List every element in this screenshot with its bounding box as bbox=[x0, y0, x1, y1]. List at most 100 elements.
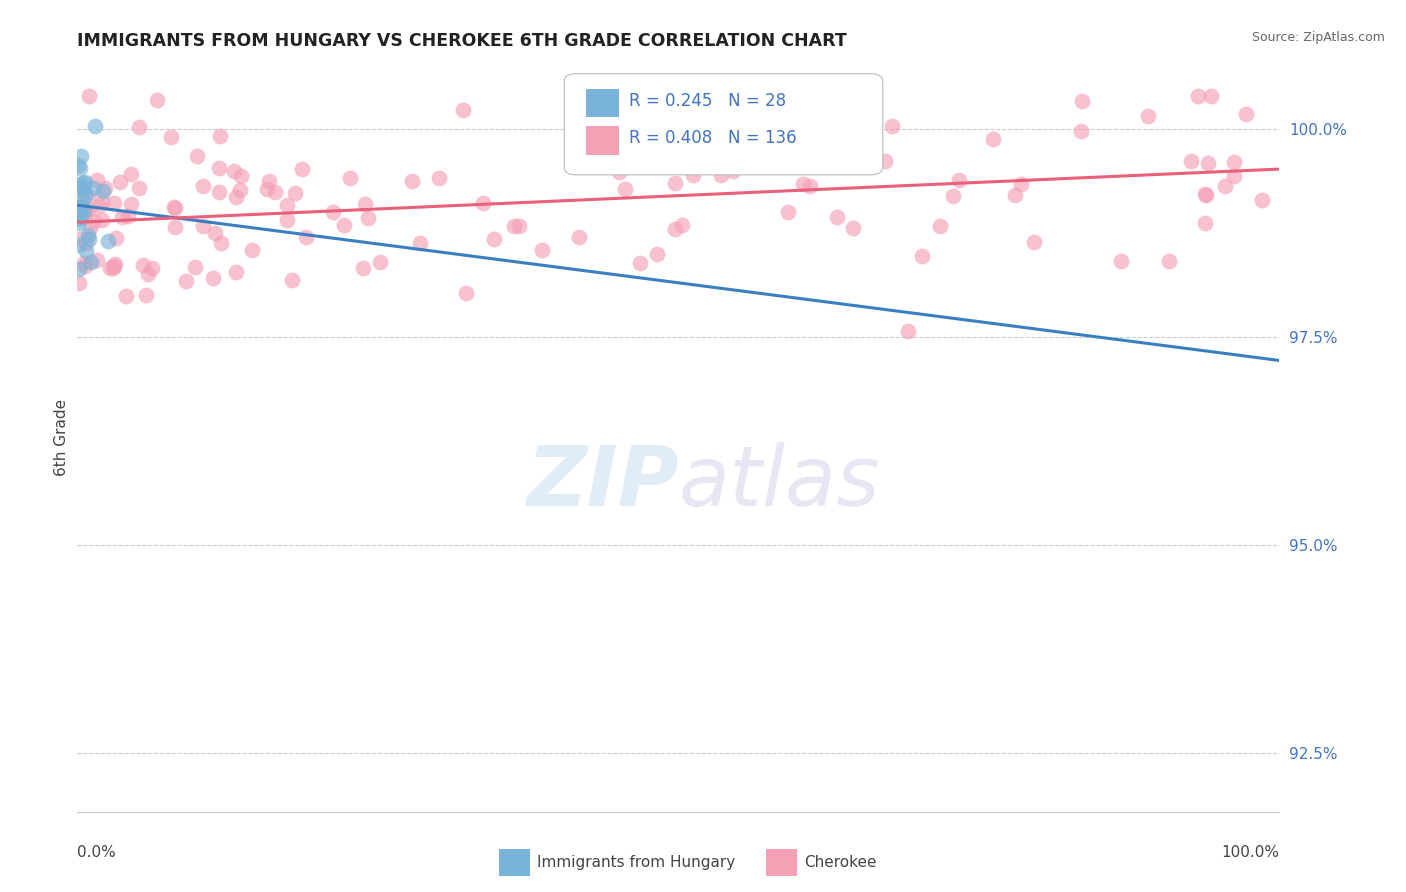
Text: 100.0%: 100.0% bbox=[1222, 846, 1279, 861]
Point bbox=[568, 229, 591, 244]
Point bbox=[276, 197, 298, 211]
Point bbox=[681, 153, 703, 168]
Point bbox=[73, 182, 96, 196]
Point bbox=[257, 174, 280, 188]
Text: 0.0%: 0.0% bbox=[77, 846, 117, 861]
Point bbox=[357, 211, 380, 225]
Point bbox=[75, 235, 97, 250]
Point bbox=[67, 181, 90, 195]
Text: R = 0.245   N = 28: R = 0.245 N = 28 bbox=[628, 92, 786, 110]
Point bbox=[132, 258, 155, 272]
Point bbox=[284, 186, 307, 201]
Point bbox=[128, 180, 150, 194]
Point bbox=[1070, 124, 1092, 138]
Point bbox=[82, 181, 104, 195]
Point bbox=[1195, 188, 1218, 202]
Point bbox=[875, 154, 897, 169]
Point bbox=[322, 205, 344, 219]
Point bbox=[91, 212, 114, 227]
Point bbox=[281, 273, 304, 287]
Point bbox=[72, 176, 94, 190]
Point bbox=[77, 88, 100, 103]
Point bbox=[1004, 187, 1026, 202]
Point bbox=[138, 267, 160, 281]
Point bbox=[1024, 235, 1046, 249]
Point bbox=[880, 119, 903, 133]
Point bbox=[73, 203, 96, 218]
Point bbox=[208, 186, 231, 200]
Point bbox=[842, 221, 865, 235]
Point bbox=[184, 260, 207, 274]
Point bbox=[69, 200, 91, 214]
Point bbox=[77, 188, 100, 202]
Point bbox=[87, 199, 110, 213]
Point bbox=[70, 209, 93, 223]
FancyBboxPatch shape bbox=[564, 74, 883, 175]
Point bbox=[401, 174, 423, 188]
Point bbox=[240, 243, 263, 257]
Text: IMMIGRANTS FROM HUNGARY VS CHEROKEE 6TH GRADE CORRELATION CHART: IMMIGRANTS FROM HUNGARY VS CHEROKEE 6TH … bbox=[77, 32, 846, 50]
Point bbox=[827, 210, 849, 224]
Point bbox=[654, 150, 676, 164]
Point bbox=[67, 262, 90, 277]
Point bbox=[793, 107, 815, 121]
Point bbox=[1223, 155, 1246, 169]
Point bbox=[508, 219, 530, 234]
Point bbox=[70, 149, 93, 163]
Point bbox=[209, 236, 232, 251]
Point bbox=[1194, 216, 1216, 230]
Point bbox=[104, 231, 127, 245]
Point bbox=[929, 219, 952, 233]
Point bbox=[145, 93, 167, 107]
Point bbox=[79, 220, 101, 235]
Point bbox=[115, 289, 138, 303]
Point bbox=[201, 271, 224, 285]
Point bbox=[828, 99, 851, 113]
Point bbox=[897, 324, 920, 338]
Point bbox=[981, 131, 1004, 145]
Point bbox=[482, 231, 505, 245]
Point bbox=[454, 285, 477, 300]
Point bbox=[72, 256, 94, 270]
Y-axis label: 6th Grade: 6th Grade bbox=[53, 399, 69, 475]
Point bbox=[77, 232, 100, 246]
Point bbox=[503, 219, 526, 234]
Point bbox=[1136, 109, 1159, 123]
Point bbox=[451, 103, 474, 118]
Point bbox=[721, 164, 744, 178]
Point bbox=[66, 158, 89, 172]
Point bbox=[1010, 177, 1032, 191]
Point bbox=[208, 161, 231, 175]
Point bbox=[103, 259, 125, 273]
Point bbox=[141, 260, 163, 275]
Point bbox=[101, 260, 124, 275]
FancyBboxPatch shape bbox=[586, 126, 620, 154]
Point bbox=[69, 206, 91, 220]
Point bbox=[256, 181, 278, 195]
Point bbox=[776, 204, 799, 219]
Point bbox=[103, 196, 125, 211]
Point bbox=[1223, 169, 1246, 184]
Point bbox=[942, 188, 965, 202]
Point bbox=[1197, 156, 1219, 170]
Text: R = 0.408   N = 136: R = 0.408 N = 136 bbox=[628, 129, 797, 147]
Point bbox=[135, 287, 157, 301]
Point bbox=[948, 172, 970, 186]
Point bbox=[682, 168, 704, 182]
Point bbox=[472, 195, 495, 210]
Point bbox=[1251, 193, 1274, 207]
Point bbox=[163, 219, 186, 234]
Point bbox=[1213, 178, 1236, 193]
Point bbox=[128, 120, 150, 135]
Point bbox=[69, 161, 91, 175]
Point bbox=[191, 219, 214, 233]
Point bbox=[191, 178, 214, 193]
Point bbox=[664, 176, 686, 190]
Point bbox=[1180, 154, 1202, 169]
Point bbox=[1187, 88, 1209, 103]
Point bbox=[664, 221, 686, 235]
Point bbox=[77, 228, 100, 243]
Point bbox=[733, 119, 755, 133]
Point bbox=[77, 202, 100, 217]
Point bbox=[75, 244, 97, 258]
